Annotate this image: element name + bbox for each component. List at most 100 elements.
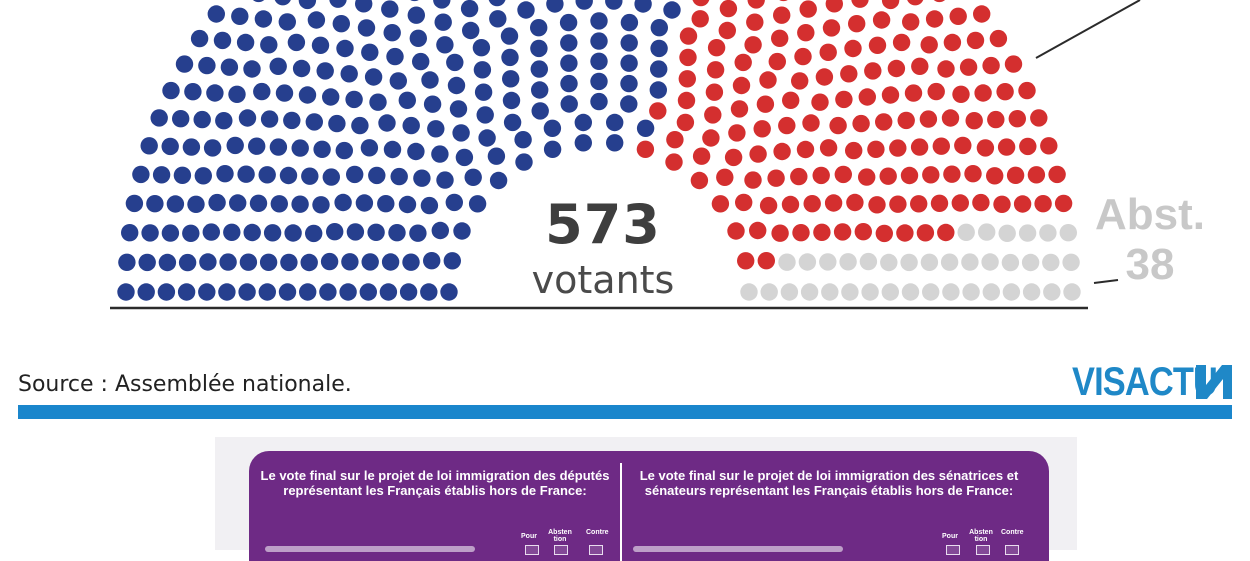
seat-dot [753,120,771,138]
seat-dot [864,62,882,80]
seat-dot [690,171,709,190]
seat-dot [478,129,496,147]
seat-dot [238,109,257,127]
seat-dot [964,165,982,183]
seat-dot [202,223,220,241]
seat-dot [819,253,837,271]
seat-dot [443,252,461,270]
seat-dot [734,53,752,72]
seat-dot [951,194,969,212]
seat-dot [254,10,273,28]
seat-dot [280,253,298,272]
seat-dot [346,165,364,184]
seat-dot [460,0,479,18]
seat-dot [346,223,365,241]
seat-dot [902,13,920,31]
left-col-abstention: Absten tion [548,529,572,543]
seat-dot [954,136,972,155]
seat-dot [922,166,940,184]
seat-dot [184,83,202,101]
seat-dot [858,88,876,106]
seat-dot [802,114,820,132]
seat-dot [962,283,980,301]
seat-dot [449,100,468,118]
seat-dot [590,92,608,111]
seat-dot [937,223,955,242]
seat-dot [575,0,593,10]
seat-dot [868,36,887,54]
seat-dot [1022,283,1041,301]
seat-dot [208,193,226,212]
seat-dot [287,33,306,52]
seat-dot [543,140,562,158]
seat-dot [137,283,155,301]
seat-dot [319,283,337,301]
seat-dot [440,283,458,301]
seat-dot [398,91,416,110]
seat-dot [920,253,939,271]
seat-dot [771,224,789,242]
left-abstention-checkbox [554,545,568,555]
seat-dot [275,84,294,102]
seat-dot [812,166,830,185]
seat-dot [868,196,886,214]
seat-dot [194,167,212,185]
seat-dot [389,72,407,90]
seat-dot [559,13,578,32]
seat-dot [336,39,354,58]
seat-dot [423,95,442,113]
seat-dot [711,195,730,213]
seat-dot [590,32,608,50]
seat-dot [388,224,406,242]
seat-dot [270,195,288,213]
seat-dot [989,29,1008,48]
left-first-row-text [265,546,475,552]
seat-dot [1030,109,1048,127]
seat-dot [1006,166,1025,184]
seat-dot [283,111,301,130]
seat-dot [952,85,970,104]
seat-dot [982,56,1000,75]
seat-dot [702,129,720,147]
seat-dot [791,72,809,90]
seat-dot [719,0,738,18]
seat-dot [269,57,287,75]
left-contre-checkbox [589,545,603,555]
seat-dot [757,252,775,270]
seat-dot [735,193,753,212]
seat-dot [790,167,808,186]
seat-dot [590,12,608,30]
seat-dot [606,134,624,152]
seat-dot [178,253,197,272]
seat-dot [574,134,592,152]
seat-dot [364,68,383,86]
seat-dot [759,196,778,215]
seat-dot [305,113,323,131]
seat-dot [813,223,831,241]
seat-dot [904,84,923,102]
seat-dot [117,283,135,301]
logo-slash-icon [1196,365,1232,399]
seat-dot [1001,253,1020,272]
seat-dot [636,119,655,137]
seat-dot [368,166,386,185]
seat-dot [298,86,317,104]
seat-dot [452,124,470,142]
visactu-logo[interactable]: VISACTU [1072,360,1241,404]
seat-dot [312,196,330,214]
seat-dot [749,145,767,163]
seat-dot [446,53,464,72]
seat-dot [724,148,743,167]
seat-dot [530,60,548,78]
seat-dot [409,224,427,242]
seat-dot [910,195,928,213]
seat-dot [811,93,829,111]
seat-dot [311,36,330,54]
seat-dot [207,5,225,23]
seat-dot [172,110,190,128]
seat-dot [900,253,918,272]
right-contre-checkbox [1005,545,1019,555]
seat-dot [744,36,762,54]
seat-dot [473,61,492,79]
seat-dot [749,221,767,240]
